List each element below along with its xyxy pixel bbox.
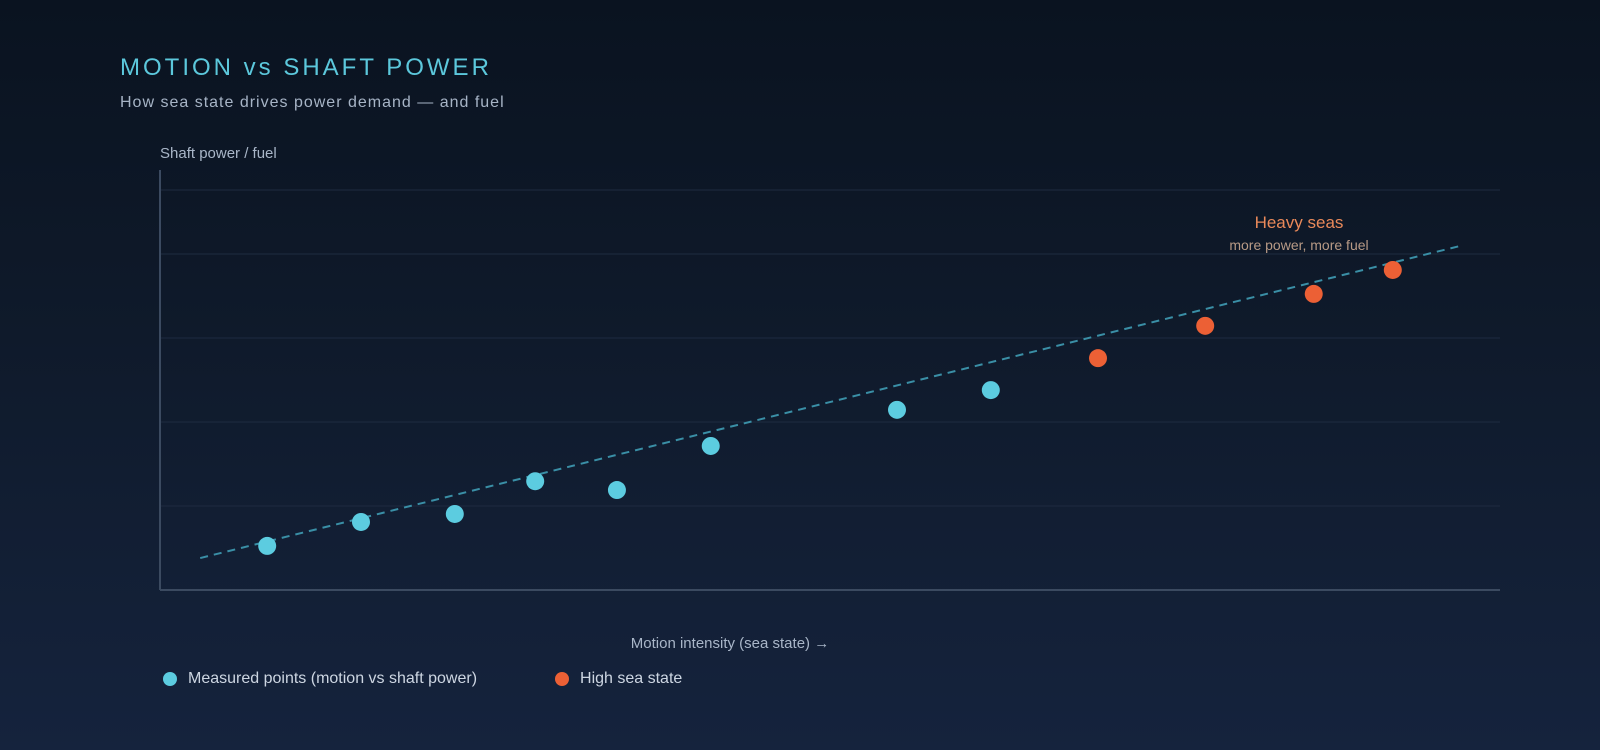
legend-swatch-measured: [163, 672, 177, 686]
high-sea-point-1: [1196, 316, 1215, 335]
legend-item-measured: Measured points (motion vs shaft power): [163, 670, 477, 688]
legend-item-high: High sea state: [555, 670, 682, 688]
y-axis-label: Shaft power / fuel: [160, 145, 277, 162]
chart-title: MOTION vs SHAFT POWER: [120, 54, 492, 81]
grid-lines: [160, 189, 1500, 507]
legend-label-high: High sea state: [580, 670, 683, 687]
annotation-text: more power, more fuel: [1229, 237, 1368, 253]
measured-point-5: [701, 436, 720, 455]
legend: Measured points (motion vs shaft power) …: [163, 670, 760, 688]
measured-point-8: [981, 381, 1000, 400]
high-sea-point-2: [1304, 284, 1323, 303]
measured-point-2: [445, 504, 464, 523]
x-axis-label: Motion intensity (sea state) →: [631, 635, 829, 652]
measured-point-1: [352, 512, 370, 531]
legend-swatch-high: [555, 672, 570, 686]
measured-point-3: [526, 472, 545, 491]
measured-point-7: [888, 400, 906, 419]
high-sea-point-3: [1383, 260, 1402, 279]
trend-line: [199, 245, 1461, 560]
legend-label-measured: Measured points (motion vs shaft power): [188, 670, 478, 687]
measured-point-4: [607, 481, 626, 500]
measured-point-0: [258, 536, 277, 555]
data-points: [258, 260, 1402, 555]
annotation-title: Heavy seas: [1255, 213, 1344, 232]
high-sea-point-0: [1089, 349, 1107, 368]
chart-subtitle: How sea state drives power demand — and …: [120, 94, 505, 111]
